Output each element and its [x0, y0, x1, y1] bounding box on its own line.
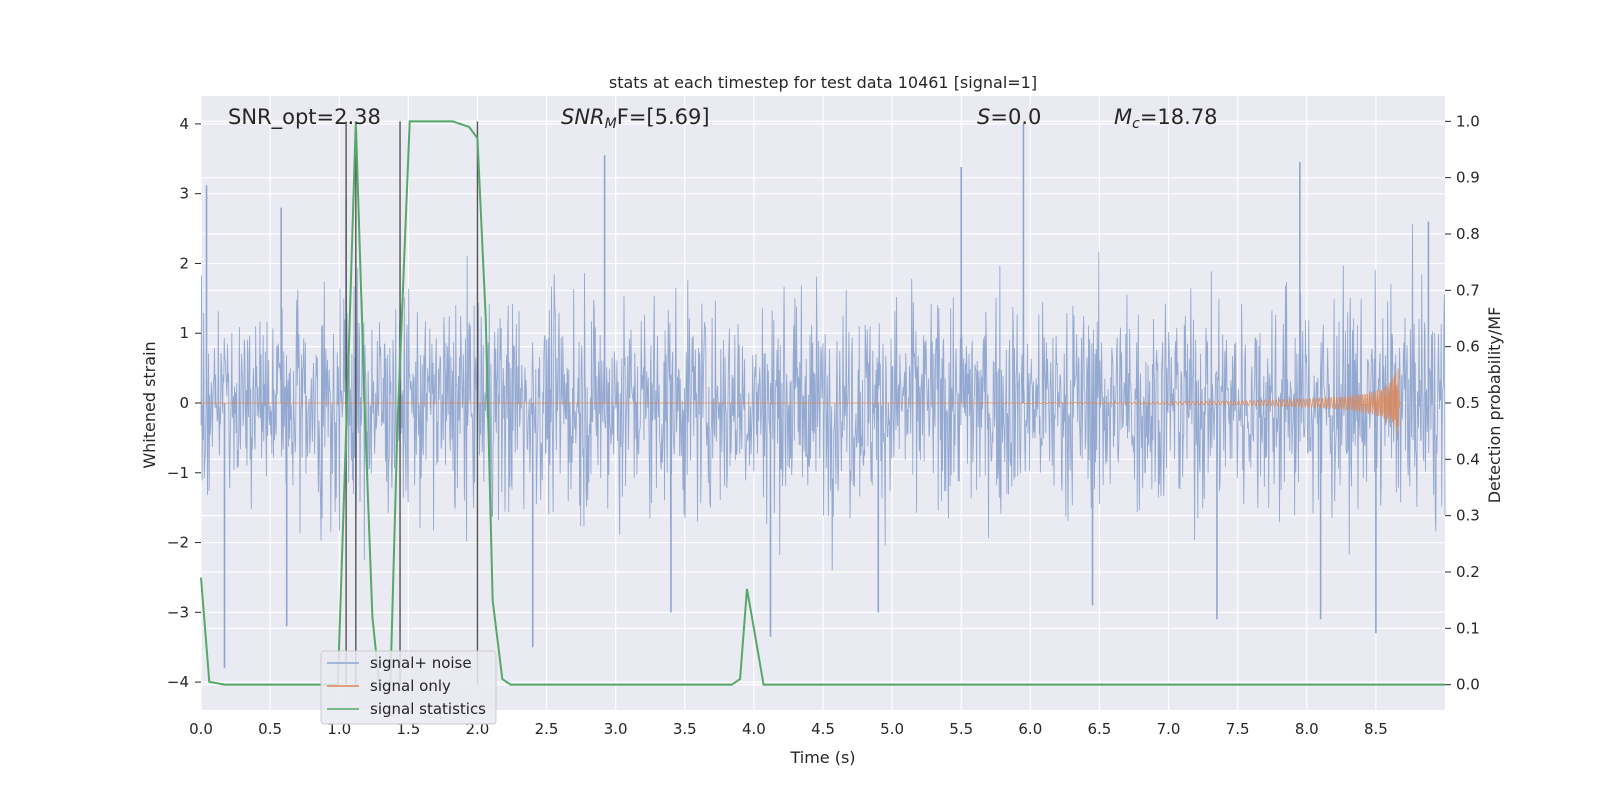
- x-tick-label: 5.0: [880, 720, 904, 738]
- x-tick-label: 4.5: [811, 720, 835, 738]
- y-axis-right-label: Detection probability/MF: [1485, 307, 1504, 504]
- y-tick-label: 3: [179, 185, 189, 203]
- vertical-markers: [345, 121, 479, 685]
- signal-only-series: [201, 368, 1402, 435]
- x-tick-label: 8.0: [1295, 720, 1319, 738]
- y-right-tick-label: 0.1: [1456, 619, 1480, 637]
- x-tick-label: 7.0: [1157, 720, 1181, 738]
- legend-label-noise: signal+ noise: [370, 654, 472, 672]
- y-right-tick-label: 0.6: [1456, 338, 1480, 356]
- y-right-tick-label: 1.0: [1456, 112, 1480, 130]
- annotation-mc: Mc=18.78: [1114, 105, 1218, 132]
- y-right-tick-label: 0.7: [1456, 281, 1480, 299]
- legend: signal+ noise signal only signal statist…: [320, 650, 497, 725]
- y-axis-label: Whitened strain: [140, 341, 159, 468]
- y-right-tick-label: 0.2: [1456, 563, 1480, 581]
- y-tick-label: −1: [167, 464, 189, 482]
- x-tick-label: 4.0: [742, 720, 766, 738]
- annotation-snr-mf: SNRMF=[5.69]: [561, 105, 710, 132]
- chart-title: stats at each timestep for test data 104…: [609, 73, 1037, 92]
- ticks: 0.0 0.5 1.0 1.5 2.0 2.5 3.0 3.5 4.0 4.5 5.0 5.5 6.0 6…: [167, 112, 1480, 738]
- annotation-s-base: S: [977, 105, 990, 129]
- y-tick-label: 1: [179, 324, 189, 342]
- annotation-snr-mf-value: F=[5.69]: [617, 105, 710, 129]
- y-right-tick-label: 0.0: [1456, 676, 1480, 694]
- annotation-s-value: =0.0: [990, 105, 1041, 129]
- y-right-tick-label: 0.8: [1456, 225, 1480, 243]
- x-tick-label: 6.0: [1018, 720, 1042, 738]
- x-tick-label: 0.0: [189, 720, 213, 738]
- annotation-snr-opt: SNR_opt=2.38: [228, 105, 381, 130]
- annotation-snr-mf-sub: M: [605, 116, 617, 132]
- y-right-tick-label: 0.5: [1456, 394, 1480, 412]
- annotation-s: S=0.0: [977, 105, 1041, 129]
- x-axis-label: Time (s): [789, 748, 855, 767]
- annotation-snr-mf-base: SNR: [561, 105, 605, 129]
- y-tick-label: 4: [179, 115, 189, 133]
- x-tick-label: 5.5: [949, 720, 973, 738]
- signal-statistics-line: [200, 120, 1445, 686]
- y-tick-label: −3: [167, 603, 189, 621]
- annotation-mc-base: M: [1114, 105, 1132, 129]
- x-tick-label: 3.0: [604, 720, 628, 738]
- legend-label-stats: signal statistics: [370, 700, 486, 718]
- y-right-tick-label: 0.4: [1456, 450, 1480, 468]
- y-tick-label: 0: [179, 394, 189, 412]
- x-tick-label: 6.5: [1088, 720, 1112, 738]
- signal-only-line: [201, 368, 1402, 435]
- y-right-tick-label: 0.9: [1456, 169, 1480, 187]
- x-tick-label: 7.5: [1226, 720, 1250, 738]
- y-tick-label: 2: [179, 254, 189, 272]
- x-tick-label: 8.5: [1364, 720, 1388, 738]
- y-tick-label: −4: [167, 673, 189, 691]
- signal-statistics-series: [200, 120, 1445, 686]
- x-tick-label: 2.5: [535, 720, 559, 738]
- y-right-tick-label: 0.3: [1456, 507, 1480, 525]
- legend-box: [320, 650, 497, 725]
- legend-label-signal: signal only: [370, 677, 451, 695]
- signal-noise-line: [200, 223, 1446, 571]
- annotation-mc-value: =18.78: [1140, 105, 1218, 129]
- y-tick-label: −2: [167, 534, 189, 552]
- annotation-mc-sub: c: [1132, 116, 1140, 132]
- x-tick-label: 0.5: [258, 720, 282, 738]
- x-tick-label: 3.5: [673, 720, 697, 738]
